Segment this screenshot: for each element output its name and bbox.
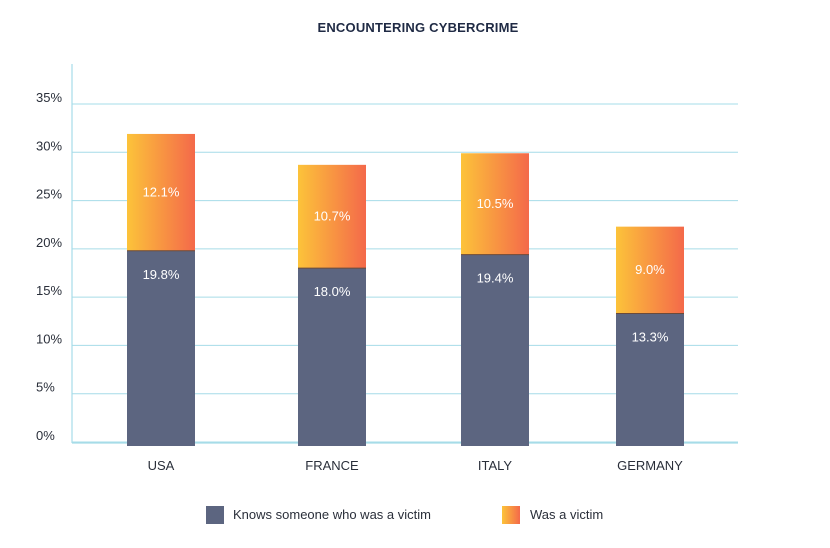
bar-was-victim [461, 153, 529, 255]
y-tick-label: 25% [36, 187, 62, 202]
x-tick-label: FRANCE [305, 458, 359, 473]
bar-knows-someone [616, 313, 684, 446]
bar-was-victim [298, 164, 366, 269]
legend-swatch-was-victim [502, 506, 520, 524]
bar-was-victim [616, 226, 684, 314]
bars [127, 133, 684, 446]
x-axis-labels: USA FRANCE ITALY GERMANY [148, 458, 684, 473]
data-label-was-victim: 12.1% [143, 184, 180, 199]
y-tick-label: 15% [36, 283, 62, 298]
legend: Knows someone who was a victim Was a vict… [206, 506, 603, 524]
data-label-was-victim: 9.0% [635, 262, 665, 277]
y-tick-label: 30% [36, 138, 62, 153]
data-label-knows-someone: 19.4% [477, 271, 514, 286]
legend-label-knows-someone: Knows someone who was a victim [233, 507, 431, 522]
data-label-knows-someone: 13.3% [632, 330, 669, 345]
bar-knows-someone [127, 250, 195, 446]
y-tick-label: 5% [36, 380, 55, 395]
y-tick-label: 0% [36, 428, 55, 443]
y-tick-label: 20% [36, 235, 62, 250]
y-tick-label: 10% [36, 331, 62, 346]
x-tick-label: GERMANY [617, 458, 683, 473]
bar-knows-someone [461, 254, 529, 446]
data-label-was-victim: 10.5% [477, 196, 514, 211]
bar-was-victim [127, 133, 195, 251]
data-label-knows-someone: 19.8% [143, 267, 180, 282]
legend-swatch-knows-someone [206, 506, 224, 524]
y-tick-label: 35% [36, 90, 62, 105]
data-labels: 19.8% 12.1% 18.0% 10.7% 19.4% 10.5% 13.3% 9.0% [143, 184, 669, 344]
data-label-knows-someone: 18.0% [314, 284, 351, 299]
x-tick-label: ITALY [478, 458, 513, 473]
x-tick-label: USA [148, 458, 175, 473]
chart-title: ENCOUNTERING CYBERCRIME [317, 20, 518, 35]
bar-knows-someone [298, 268, 366, 446]
legend-label-was-victim: Was a victim [530, 507, 603, 522]
data-label-was-victim: 10.7% [314, 209, 351, 224]
